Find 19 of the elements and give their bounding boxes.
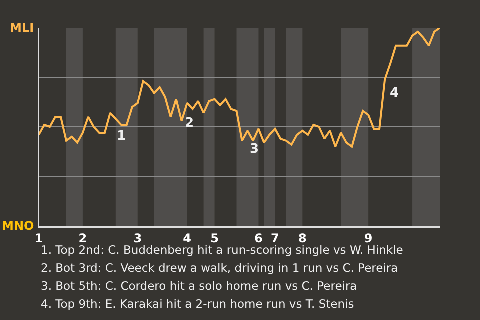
x-tick-label: 3 bbox=[134, 231, 142, 246]
x-tick-label: 5 bbox=[210, 231, 219, 246]
text: 1. Top 2nd: C. Buddenberg hit a run-scoring single vs W. Hinkle bbox=[41, 243, 404, 257]
annotation: 2 bbox=[185, 116, 194, 131]
x-tick-label: 1 bbox=[34, 231, 44, 246]
annotation: 4 bbox=[390, 86, 400, 101]
text: 4. Top 9th: E. Karakai hit a 2-run home run vs T. Stenis bbox=[41, 297, 354, 311]
annotation: 1 bbox=[117, 129, 126, 144]
text: 2. Bot 3rd: C. Veeck drew a walk, driving in 1 run vs C. Pereira bbox=[41, 261, 398, 275]
text: MNO bbox=[2, 219, 34, 233]
x-tick-label: 6 bbox=[254, 231, 263, 246]
annotation: 3 bbox=[250, 142, 260, 157]
x-tick-label: 2 bbox=[78, 231, 88, 246]
text: MLI bbox=[10, 21, 34, 35]
text: 3. Bot 5th: C. Cordero hit a solo home run vs C. Pereira bbox=[41, 279, 358, 293]
x-tick-label: 8 bbox=[298, 231, 307, 246]
x-tick-label: 9 bbox=[364, 231, 373, 246]
x-tick-label: 4 bbox=[183, 231, 192, 246]
x-tick-label: 7 bbox=[271, 231, 280, 246]
